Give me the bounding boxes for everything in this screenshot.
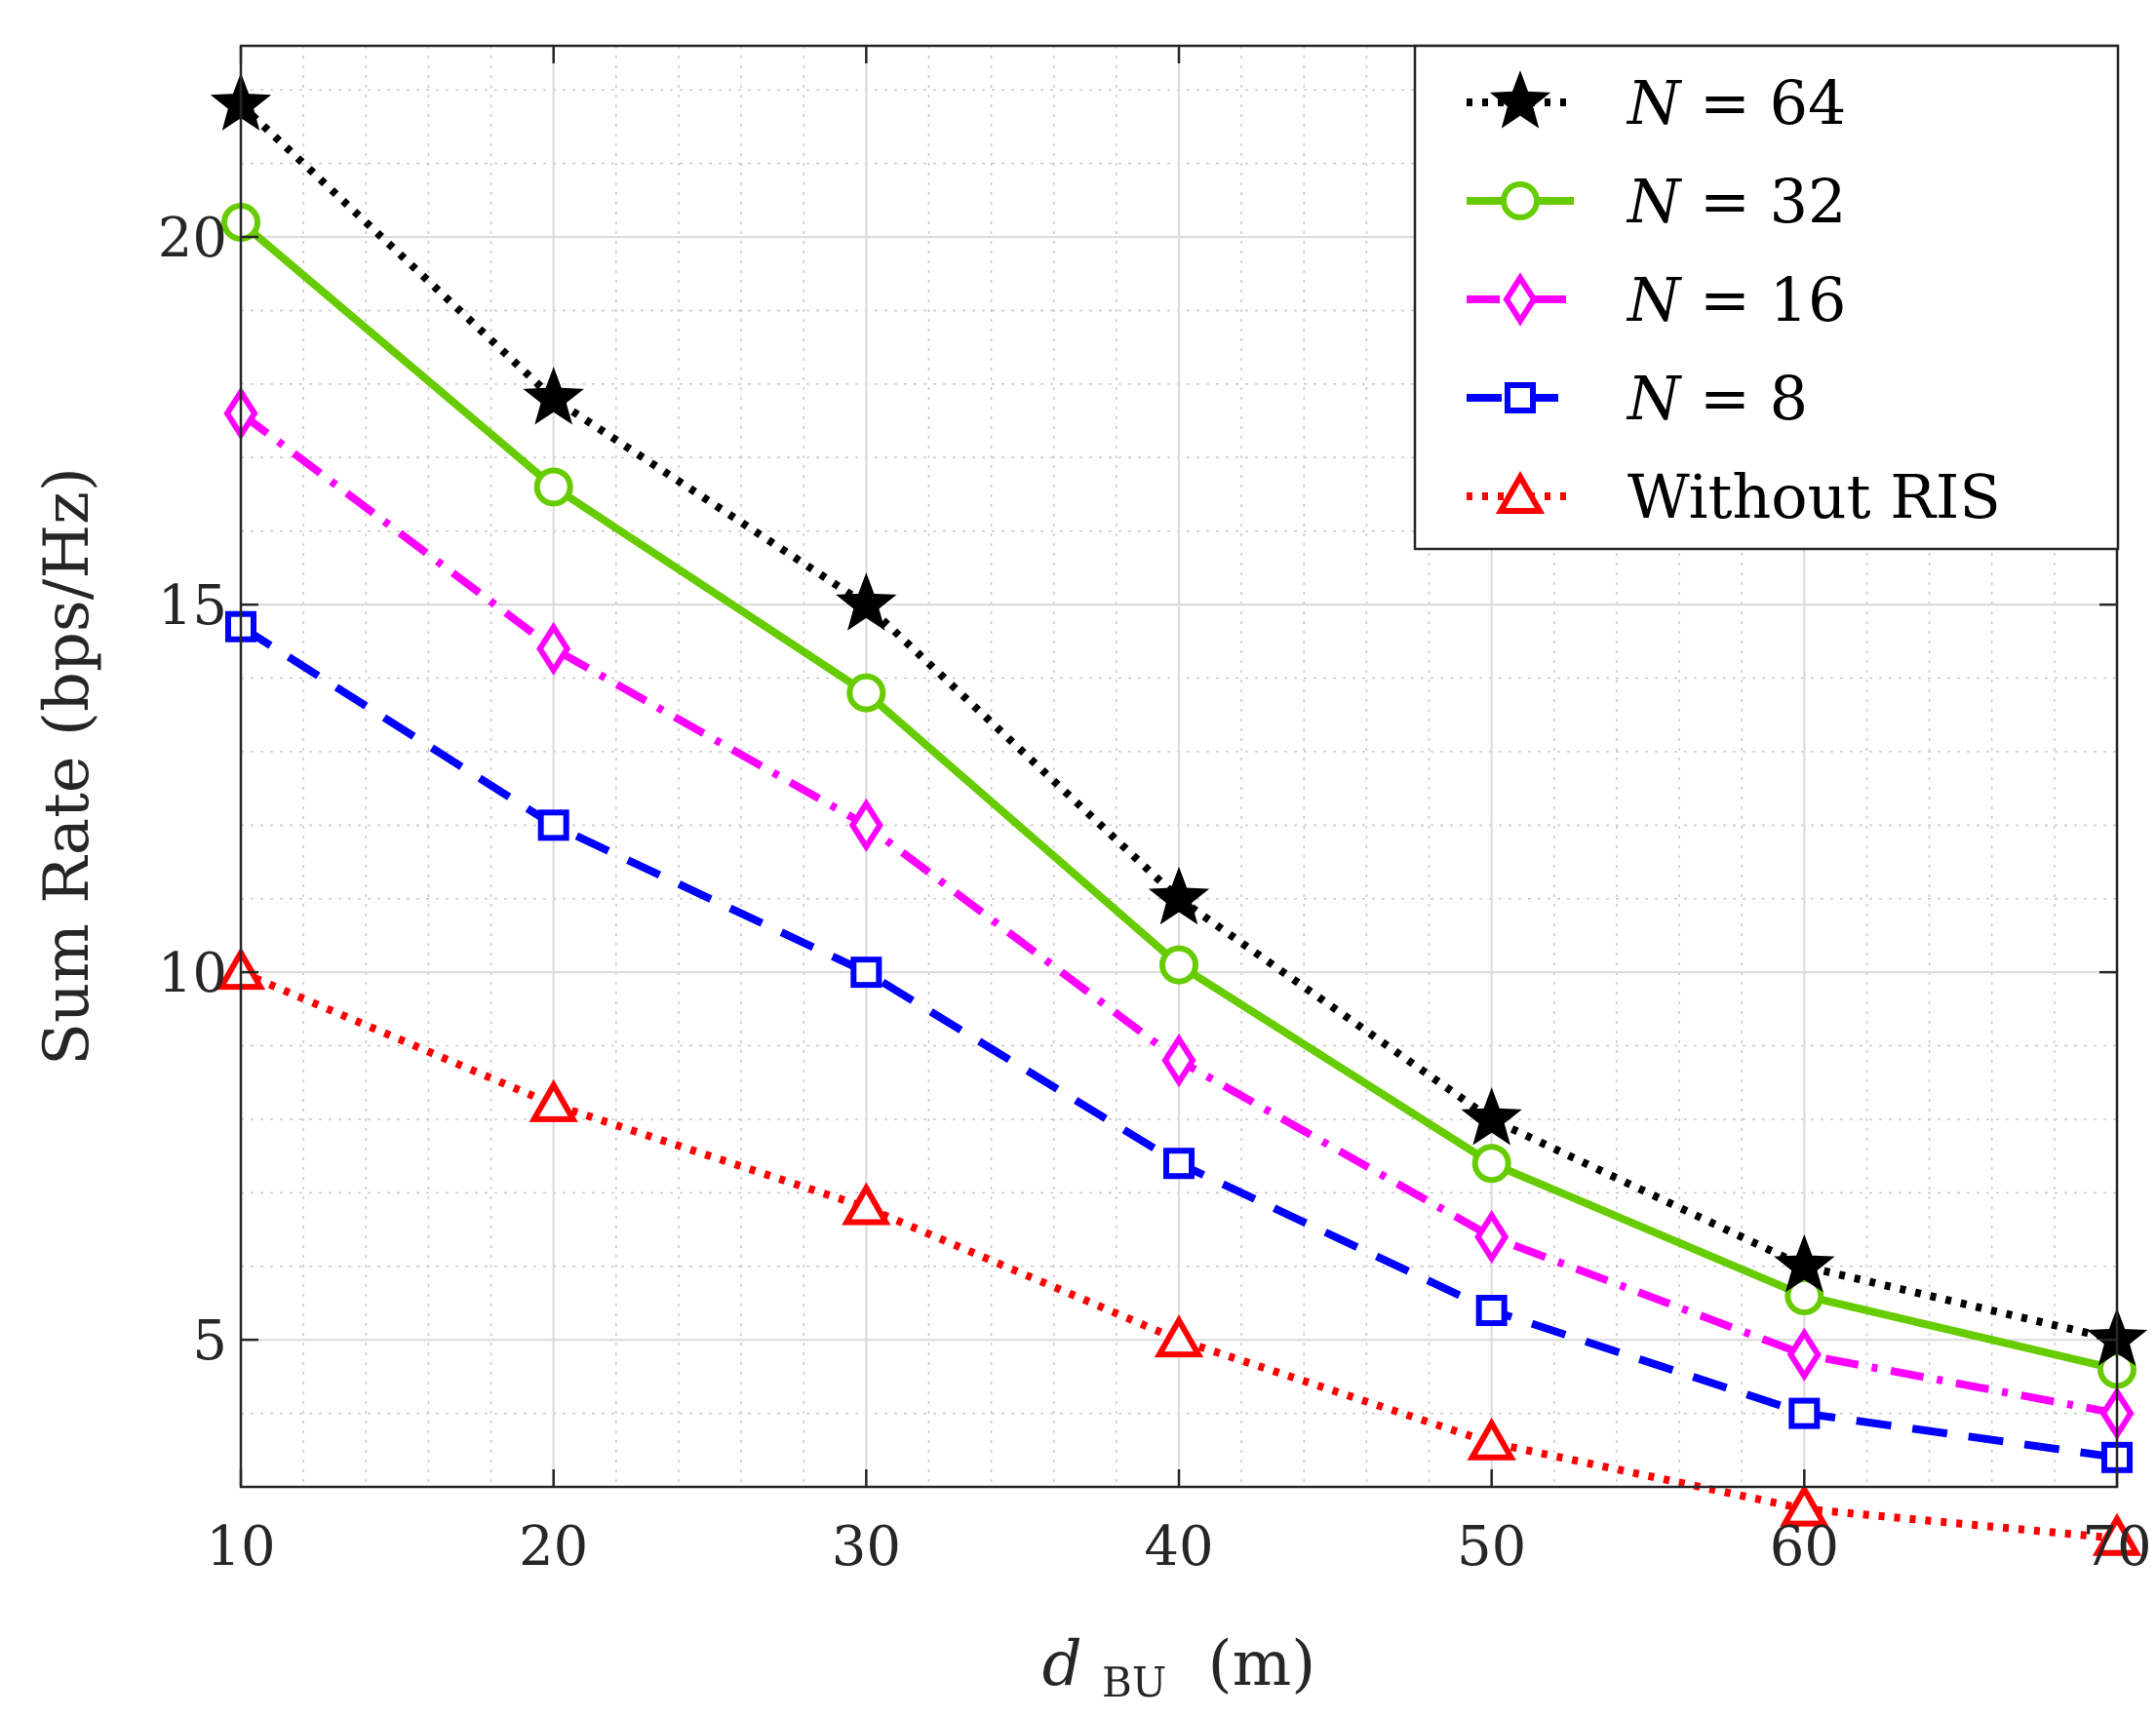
data-point-circle — [533, 467, 573, 507]
data-point-circle — [846, 673, 886, 713]
legend-label: N = 64 — [1626, 67, 1847, 138]
data-point-star — [836, 572, 897, 631]
x-axis-label-subscript: BU — [1102, 1658, 1166, 1706]
data-point-triangle — [842, 1182, 891, 1226]
axes — [239, 44, 2119, 1489]
legend-marker-circle — [1501, 181, 1540, 220]
legend-marker-triangle — [1495, 470, 1546, 514]
x-tick-label: 20 — [519, 1515, 588, 1579]
legend-entry: N = 16 — [1467, 264, 1847, 335]
y-tick-label: 15 — [158, 574, 227, 638]
data-point-star — [1461, 1087, 1522, 1146]
x-axis-label: d BU (m) — [1042, 1628, 1316, 1712]
legend-label-variable: N — [1626, 67, 1683, 138]
x-axis-label-variable: d — [1042, 1628, 1082, 1700]
data-point-square — [1788, 1397, 1821, 1429]
series-diamond — [223, 386, 2135, 1441]
data-point-star — [1774, 1233, 1835, 1293]
legend-label-text: = 8 — [1680, 363, 1808, 434]
x-tick-label: 40 — [1144, 1515, 1213, 1579]
x-tick-label: 10 — [206, 1515, 275, 1579]
legend-marker-star — [1489, 70, 1551, 129]
legend-label-variable: N — [1626, 166, 1683, 237]
legend-label-variable: N — [1626, 363, 1683, 434]
series-triangle — [216, 947, 2142, 1556]
x-tick-label: 50 — [1457, 1515, 1526, 1579]
legend-label: N = 32 — [1626, 166, 1847, 237]
data-point-circle — [1471, 1144, 1511, 1184]
data-point-square — [1475, 1295, 1508, 1327]
data-point-diamond — [1474, 1210, 1509, 1265]
x-tick-label: 60 — [1770, 1515, 1839, 1579]
legend-entry: Without RIS — [1467, 461, 2001, 532]
x-tick-label: 30 — [832, 1515, 901, 1579]
data-point-triangle — [1467, 1417, 1516, 1461]
data-point-star — [1148, 866, 1210, 925]
legend-label: N = 8 — [1626, 363, 1808, 434]
data-point-diamond — [1786, 1327, 1822, 1382]
legend-label-variable: N — [1626, 264, 1683, 335]
data-point-triangle — [1154, 1314, 1204, 1358]
x-axis-label-unit: (m) — [1208, 1628, 1316, 1700]
y-tick-label: 10 — [158, 942, 227, 1005]
legend-label: N = 16 — [1626, 264, 1847, 335]
data-point-square — [1163, 1148, 1195, 1180]
data-point-triangle — [1780, 1483, 1829, 1527]
tick-labels: 10 20 30 40 50 60 70 5 10 15 20 — [158, 207, 2152, 1579]
series-square — [225, 610, 2133, 1473]
x-tick-label: 70 — [2082, 1515, 2151, 1579]
legend-entry: N = 8 — [1467, 363, 1808, 434]
series-circle — [221, 202, 2136, 1389]
legend-label-text: = 16 — [1680, 264, 1846, 335]
legend-entry: N = 64 — [1467, 67, 1847, 138]
y-axis-label: Sum Rate (bps/Hz) — [31, 467, 103, 1066]
data-point-diamond — [1161, 1034, 1196, 1088]
data-point-triangle — [2092, 1512, 2142, 1556]
data-point-diamond — [848, 798, 883, 852]
legend-entry: N = 32 — [1467, 166, 1847, 237]
axis-labels: Sum Rate (bps/Hz) d BU (m) — [31, 467, 1316, 1712]
legend-label-text: = 64 — [1680, 67, 1846, 138]
y-tick-label: 20 — [158, 207, 227, 270]
data-point-circle — [1159, 945, 1198, 985]
legend-marker-diamond — [1503, 272, 1538, 327]
legend-label-text: = 32 — [1680, 166, 1846, 237]
data-point-triangle — [529, 1078, 578, 1122]
legend-label: Without RIS — [1627, 461, 2001, 532]
data-point-square — [850, 956, 882, 989]
data-point-square — [537, 809, 569, 841]
data-point-star — [523, 367, 584, 425]
data-point-diamond — [536, 621, 571, 676]
legend-marker-square — [1505, 382, 1536, 413]
y-tick-label: 5 — [192, 1309, 227, 1373]
legend-label-text: Without RIS — [1627, 461, 2001, 532]
